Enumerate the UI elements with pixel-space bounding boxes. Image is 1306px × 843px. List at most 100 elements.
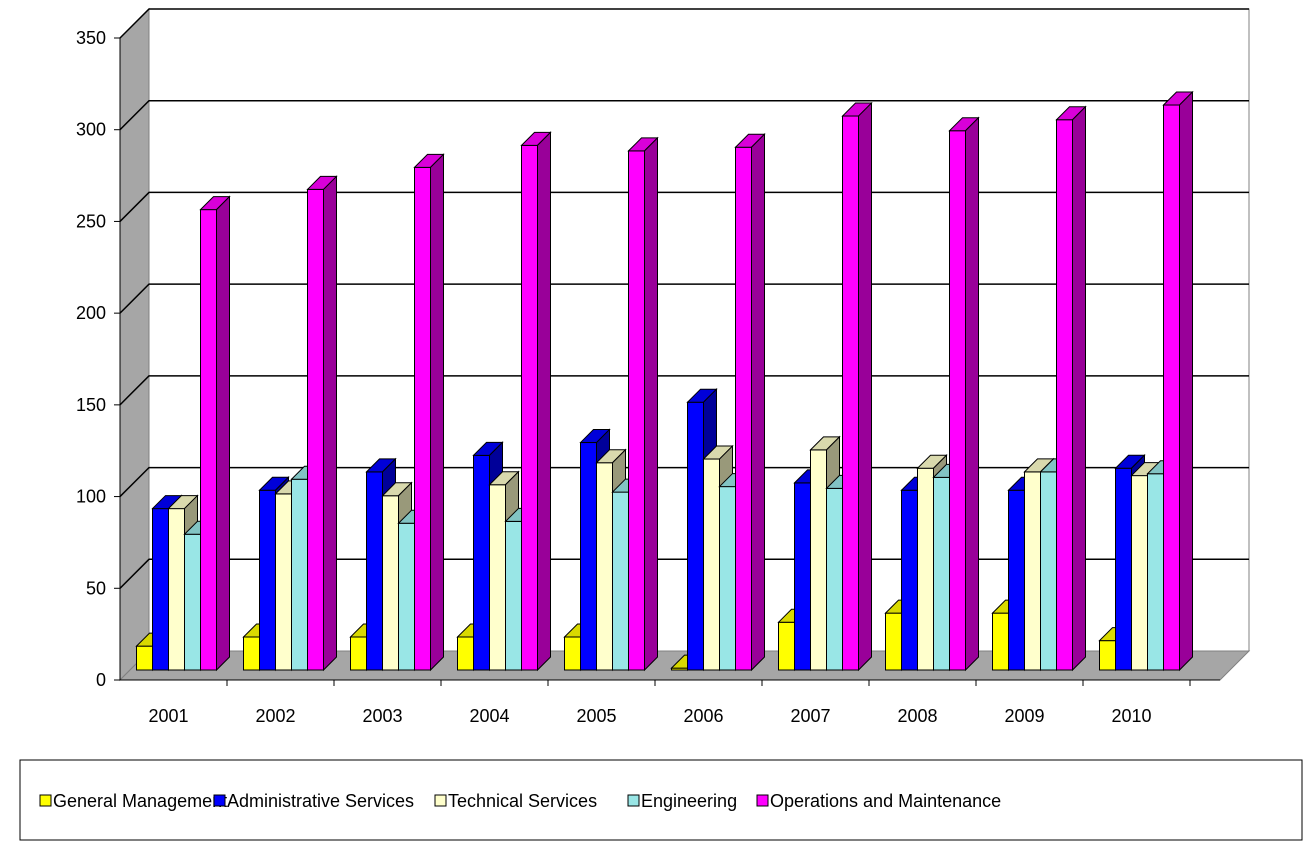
y-tick-label: 350 [76, 28, 106, 48]
bar-front [1008, 489, 1025, 671]
bar-front [259, 489, 276, 671]
legend-swatch [434, 794, 447, 807]
legend-label: Engineering [641, 791, 737, 811]
x-tick-label: 2005 [576, 706, 616, 726]
bar [841, 101, 873, 672]
bar-side [1179, 90, 1193, 672]
bar-front [382, 495, 399, 671]
bar-front [1147, 473, 1164, 671]
gridline [119, 466, 1249, 498]
bar-front [1056, 119, 1073, 671]
bar-front [1131, 475, 1148, 671]
bar-front [505, 520, 522, 671]
legend-item: Technical Services [434, 791, 597, 811]
bar-side [323, 175, 337, 672]
bar-front [564, 636, 581, 671]
legend-item: General Management [39, 791, 227, 811]
bar-front [719, 486, 736, 671]
legend-label: Technical Services [448, 791, 597, 811]
bar-front [842, 115, 859, 671]
gridline [119, 8, 1249, 39]
x-tick-label: 2004 [469, 706, 509, 726]
bar-front [735, 146, 752, 671]
legend-item: Operations and Maintenance [756, 791, 1001, 811]
legend-swatch [627, 794, 640, 807]
bar-front [794, 482, 811, 671]
x-tick-label: 2007 [790, 706, 830, 726]
bar [734, 133, 766, 672]
legend-swatch [213, 794, 226, 807]
legend-label: Administrative Services [227, 791, 414, 811]
bar [520, 131, 552, 672]
bar-front [1115, 467, 1132, 671]
bar-side [858, 101, 872, 672]
y-tick-label: 200 [76, 303, 106, 323]
bar-front [136, 645, 153, 671]
legend-item: Engineering [627, 791, 737, 811]
bar-front [917, 467, 934, 671]
bar [1055, 105, 1087, 672]
legend-swatch [756, 794, 769, 807]
y-tick-label: 100 [76, 487, 106, 507]
legend-label: Operations and Maintenance [770, 791, 1001, 811]
bar-front [473, 454, 490, 671]
bar-front [184, 533, 201, 671]
gridline [119, 191, 1249, 222]
x-tick-label: 2002 [255, 706, 295, 726]
bar-front [366, 471, 383, 671]
bar-front [703, 458, 720, 671]
bar-front [291, 478, 308, 671]
bar-front [521, 144, 538, 671]
bar [627, 136, 659, 672]
bar-side [216, 195, 230, 672]
bar-front [307, 188, 324, 671]
y-tick-label: 300 [76, 120, 106, 140]
bar [948, 116, 980, 672]
bar-front [933, 476, 950, 671]
bar-front [596, 462, 613, 671]
x-tick-label: 2008 [897, 706, 937, 726]
bar [199, 195, 231, 672]
x-tick-label: 2010 [1111, 706, 1151, 726]
bar-front [350, 636, 367, 671]
y-tick-label: 0 [96, 670, 106, 690]
bar-front [1163, 104, 1180, 671]
side-wall [119, 7, 150, 682]
legend-box [19, 759, 1303, 841]
x-tick-label: 2003 [362, 706, 402, 726]
gridline [119, 283, 1249, 314]
bar-front [457, 636, 474, 671]
bar-front [152, 508, 169, 671]
y-tick-label: 50 [86, 578, 106, 598]
x-tick-label: 2009 [1004, 706, 1044, 726]
bar-front [1024, 471, 1041, 671]
bar-front [168, 508, 185, 671]
bar-side [644, 136, 658, 672]
bar-front [992, 612, 1009, 671]
bar-front [612, 491, 629, 671]
x-tick-label: 2001 [148, 706, 188, 726]
bar [1162, 90, 1194, 672]
bar-front [1099, 640, 1116, 671]
bar-front [398, 522, 415, 671]
y-tick-label: 250 [76, 211, 106, 231]
bar-front [200, 209, 217, 671]
legend-item: Administrative Services [213, 791, 414, 811]
bar [413, 153, 445, 672]
bar-front [275, 493, 292, 671]
bar-side [1072, 105, 1086, 672]
bar-side [751, 133, 765, 672]
bar-front [826, 487, 843, 671]
bar-front [243, 636, 260, 671]
bar-front [885, 612, 902, 671]
bar-front [949, 130, 966, 671]
bar-side [537, 131, 551, 672]
bar-front [580, 442, 597, 671]
bar-front [901, 489, 918, 671]
bar-side [965, 116, 979, 672]
bar [306, 175, 338, 672]
bar-front [628, 150, 645, 671]
legend-swatch [39, 794, 52, 807]
